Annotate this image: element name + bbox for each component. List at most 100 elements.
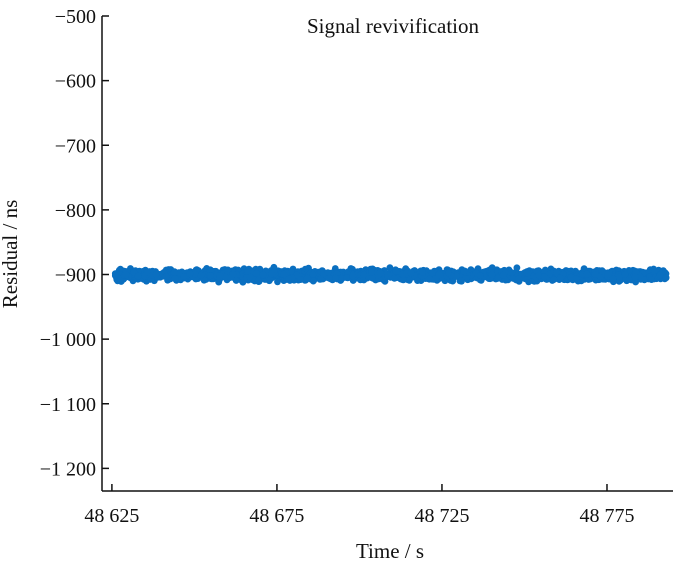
data-point bbox=[216, 272, 224, 280]
data-point bbox=[604, 270, 612, 278]
data-point bbox=[232, 277, 240, 284]
data-point bbox=[253, 270, 260, 277]
data-point bbox=[541, 273, 548, 281]
data-point bbox=[428, 269, 436, 277]
data-point bbox=[460, 267, 468, 275]
data-point bbox=[557, 274, 564, 282]
data-point bbox=[508, 269, 516, 276]
data-point bbox=[259, 271, 267, 279]
data-point bbox=[386, 264, 394, 271]
data-point bbox=[458, 277, 465, 285]
data-point bbox=[162, 273, 170, 281]
data-point bbox=[583, 270, 591, 278]
data-point bbox=[509, 275, 517, 282]
data-point bbox=[274, 278, 281, 286]
data-point bbox=[405, 276, 413, 284]
data-point bbox=[186, 270, 194, 278]
y-tick-label: −1 000 bbox=[40, 329, 96, 351]
data-point bbox=[111, 272, 119, 279]
data-point bbox=[435, 271, 443, 279]
data-point bbox=[524, 269, 532, 277]
data-point bbox=[254, 276, 262, 284]
data-point bbox=[349, 272, 357, 280]
y-tick-label: −600 bbox=[55, 71, 96, 93]
data-point bbox=[598, 267, 606, 275]
data-point bbox=[343, 274, 350, 281]
data-point bbox=[280, 270, 288, 278]
data-point bbox=[325, 274, 333, 282]
data-point bbox=[631, 273, 639, 281]
data-point bbox=[580, 265, 588, 272]
data-point bbox=[621, 271, 629, 278]
chart-title: Signal revivification bbox=[307, 14, 480, 38]
data-point bbox=[170, 269, 178, 276]
data-point bbox=[656, 272, 664, 279]
data-point bbox=[550, 276, 558, 283]
data-point bbox=[591, 271, 599, 278]
data-point bbox=[152, 271, 160, 278]
data-point bbox=[419, 269, 426, 276]
y-tick-label: −900 bbox=[55, 265, 96, 287]
data-point bbox=[360, 271, 368, 278]
data-point bbox=[376, 269, 384, 277]
data-point bbox=[414, 277, 421, 284]
data-point bbox=[191, 271, 199, 278]
data-point bbox=[553, 268, 561, 276]
y-ticks: −500 −600 −700 −800 −900 −1 000 −1 100 −1 200 bbox=[40, 6, 109, 480]
data-point bbox=[513, 264, 521, 272]
data-point bbox=[609, 275, 617, 282]
axes bbox=[101, 16, 673, 492]
data-point bbox=[317, 275, 325, 283]
data-point bbox=[332, 274, 339, 282]
data-point bbox=[392, 267, 400, 275]
data-point bbox=[304, 274, 311, 282]
y-tick-label: −800 bbox=[55, 200, 96, 222]
y-tick-label: −700 bbox=[55, 135, 96, 157]
data-point bbox=[407, 269, 415, 277]
data-point bbox=[268, 270, 275, 278]
data-point bbox=[641, 276, 648, 284]
data-point bbox=[499, 271, 507, 279]
data-point bbox=[122, 271, 130, 279]
data-point bbox=[368, 269, 375, 276]
x-tick-label: 48 675 bbox=[249, 505, 304, 527]
data-point bbox=[324, 269, 332, 277]
data-point bbox=[476, 272, 484, 279]
data-point bbox=[445, 269, 452, 277]
x-axis-title: Time / s bbox=[356, 539, 424, 563]
y-tick-label: −1 100 bbox=[40, 394, 96, 416]
data-point bbox=[244, 268, 252, 275]
data-point bbox=[662, 274, 670, 282]
data-point bbox=[197, 272, 205, 279]
data-point bbox=[309, 271, 317, 278]
data-point bbox=[535, 272, 543, 279]
data-point bbox=[399, 276, 407, 284]
y-axis-title: Residual / ns bbox=[0, 200, 22, 309]
data-point bbox=[297, 276, 304, 283]
x-tick-label: 48 625 bbox=[84, 505, 139, 527]
data-point bbox=[651, 267, 658, 274]
x-tick-label: 48 725 bbox=[414, 505, 469, 527]
data-point bbox=[391, 275, 398, 282]
data-point bbox=[425, 275, 433, 283]
data-point bbox=[207, 272, 215, 279]
data-point bbox=[227, 274, 235, 281]
data-point bbox=[488, 271, 496, 279]
x-ticks: 48 625 48 675 48 725 48 775 bbox=[84, 484, 634, 527]
data-point bbox=[287, 267, 295, 275]
data-point bbox=[180, 273, 188, 280]
data-point bbox=[648, 276, 655, 283]
data-point bbox=[567, 273, 575, 281]
data-point bbox=[515, 275, 523, 283]
data-point bbox=[134, 272, 142, 280]
data-point bbox=[246, 273, 254, 281]
data-point bbox=[309, 277, 317, 285]
x-tick-label: 48 775 bbox=[579, 505, 634, 527]
data-point bbox=[616, 273, 623, 281]
data-points bbox=[111, 263, 670, 286]
y-tick-label: −500 bbox=[55, 6, 96, 28]
data-point bbox=[572, 275, 580, 282]
data-point bbox=[171, 275, 179, 283]
y-tick-label: −1 200 bbox=[40, 458, 96, 480]
